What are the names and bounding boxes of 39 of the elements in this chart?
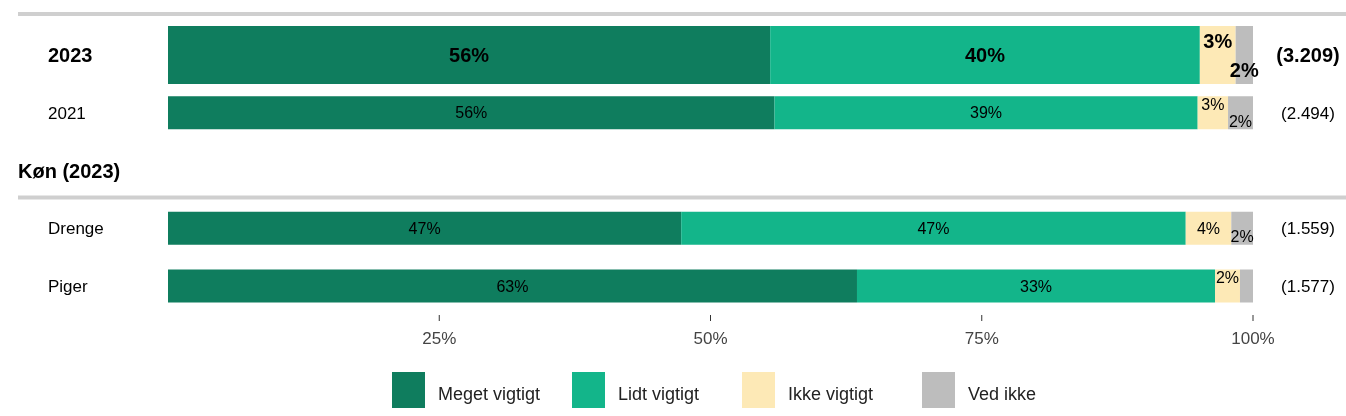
data-label: 56% <box>449 44 490 66</box>
y-tick-label: 2023 <box>48 44 93 66</box>
text: (1.577) <box>1281 276 1335 296</box>
text: (2.494) <box>1281 103 1335 123</box>
data-label: 47% <box>917 219 950 237</box>
y-tick-label: Køn (2023) <box>18 159 121 182</box>
y-tick-label: Piger <box>48 276 89 296</box>
x-tick-label: 50% <box>693 328 728 348</box>
data-label: 2% <box>1228 112 1253 130</box>
data-label: 3% <box>1201 96 1225 114</box>
bar <box>168 96 775 130</box>
bar <box>1239 269 1253 303</box>
data-label: 40% <box>964 44 1006 66</box>
data-label: 2% <box>1215 269 1240 287</box>
y-tick-label: 2021 <box>48 103 86 123</box>
data-label: 47% <box>408 219 441 237</box>
legend-label: Ikke vigtigt <box>788 384 874 405</box>
x-tick-label: 100% <box>1231 328 1275 348</box>
data-label: 63% <box>496 277 529 295</box>
x-tick-label: 25% <box>422 328 457 348</box>
legend-label: Meget vigtigt <box>438 384 541 405</box>
data-label: 2% <box>1229 58 1259 81</box>
text: (3.209) <box>1276 44 1340 66</box>
bar <box>681 211 1186 245</box>
bar <box>774 96 1198 130</box>
data-label: 4% <box>1196 219 1221 237</box>
bar <box>168 269 857 303</box>
data-label: 33% <box>1019 277 1053 295</box>
legend-label: Lidt vigtigt <box>618 384 700 405</box>
data-label: 3% <box>1203 29 1233 52</box>
data-label: 39% <box>970 104 1003 122</box>
text: (1.559) <box>1281 219 1335 239</box>
legend-label: Ved ikke <box>968 384 1037 405</box>
bar <box>168 211 682 245</box>
y-tick-label: Drenge <box>48 219 104 239</box>
data-label: 56% <box>455 104 488 122</box>
data-label: 2% <box>1230 228 1254 246</box>
bar <box>856 269 1216 303</box>
x-tick-label: 75% <box>964 328 999 348</box>
